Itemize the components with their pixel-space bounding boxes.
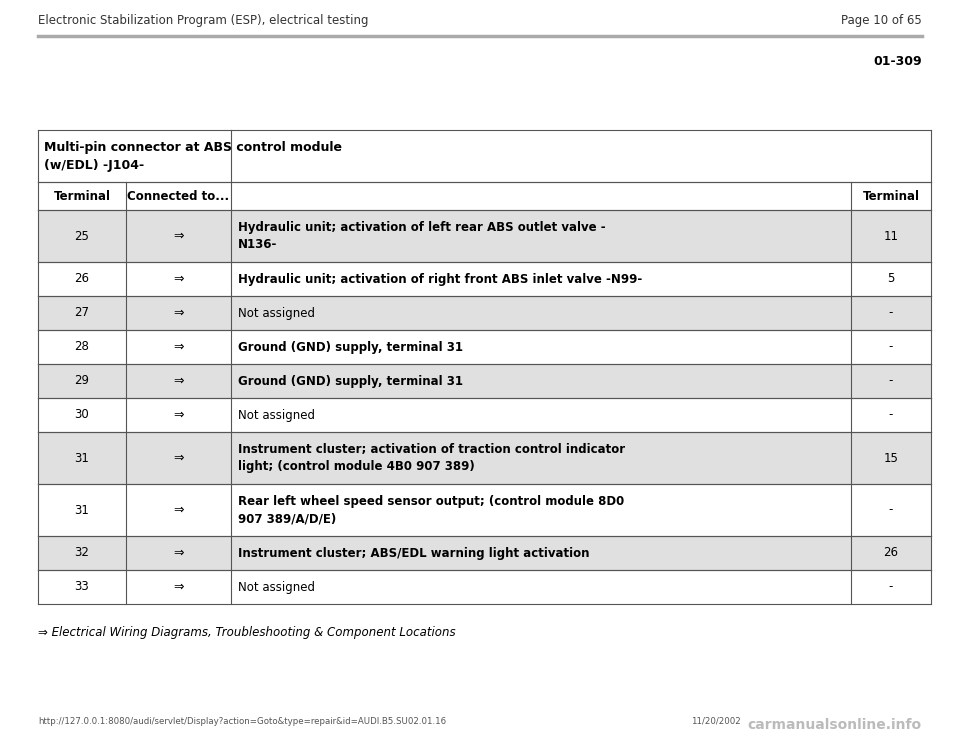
Bar (38, 398, 931, 432)
Text: Hydraulic unit; activation of right front ABS inlet valve -N99-: Hydraulic unit; activation of right fron… (238, 272, 642, 286)
Text: 27: 27 (75, 306, 89, 320)
Text: -: - (889, 341, 893, 353)
Text: 11/20/2002: 11/20/2002 (691, 717, 741, 726)
Text: ⇒ Electrical Wiring Diagrams, Troubleshooting & Component Locations: ⇒ Electrical Wiring Diagrams, Troublesho… (38, 626, 456, 639)
Text: 26: 26 (883, 547, 899, 559)
Bar (38, 330, 931, 364)
Text: Rear left wheel speed sensor output; (control module 8D0
907 389/A/D/E): Rear left wheel speed sensor output; (co… (238, 495, 624, 525)
Text: Page 10 of 65: Page 10 of 65 (841, 14, 922, 27)
Text: ⇒: ⇒ (173, 504, 183, 516)
Bar (38, 484, 931, 536)
Bar (38, 536, 931, 570)
Text: 31: 31 (75, 451, 89, 464)
Text: ⇒: ⇒ (173, 272, 183, 286)
Bar (38, 210, 931, 262)
Text: Hydraulic unit; activation of left rear ABS outlet valve -
N136-: Hydraulic unit; activation of left rear … (238, 221, 606, 251)
Bar (38, 432, 931, 484)
Text: Instrument cluster; activation of traction control indicator
light; (control mod: Instrument cluster; activation of tracti… (238, 443, 625, 473)
Text: Ground (GND) supply, terminal 31: Ground (GND) supply, terminal 31 (238, 341, 463, 353)
Text: 28: 28 (75, 341, 89, 353)
Text: -: - (889, 504, 893, 516)
Text: Terminal: Terminal (862, 189, 920, 203)
Text: ⇒: ⇒ (173, 375, 183, 387)
Text: 26: 26 (75, 272, 89, 286)
Text: ⇒: ⇒ (173, 306, 183, 320)
Text: Not assigned: Not assigned (238, 409, 315, 421)
Bar (38, 296, 931, 330)
Text: 32: 32 (75, 547, 89, 559)
Text: ⇒: ⇒ (173, 580, 183, 594)
Bar (38, 262, 931, 296)
Text: 5: 5 (887, 272, 895, 286)
Text: Ground (GND) supply, terminal 31: Ground (GND) supply, terminal 31 (238, 375, 463, 387)
Text: -: - (889, 306, 893, 320)
Text: http://127.0.0.1:8080/audi/servlet/Display?action=Goto&type=repair&id=AUDI.B5.SU: http://127.0.0.1:8080/audi/servlet/Displ… (38, 717, 446, 726)
Text: 01-309: 01-309 (874, 55, 922, 68)
Text: 25: 25 (75, 229, 89, 243)
Text: Not assigned: Not assigned (238, 306, 315, 320)
Text: carmanualsonline.info: carmanualsonline.info (748, 718, 922, 732)
Text: ⇒: ⇒ (173, 451, 183, 464)
Text: Connected to...: Connected to... (128, 189, 229, 203)
Text: -: - (889, 375, 893, 387)
Text: Not assigned: Not assigned (238, 580, 315, 594)
Text: 29: 29 (75, 375, 89, 387)
Text: 30: 30 (75, 409, 89, 421)
Text: Multi-pin connector at ABS control module
(w/EDL) -J104-: Multi-pin connector at ABS control modul… (44, 140, 342, 171)
Text: Electronic Stabilization Program (ESP), electrical testing: Electronic Stabilization Program (ESP), … (38, 14, 369, 27)
Text: ⇒: ⇒ (173, 547, 183, 559)
Text: 11: 11 (883, 229, 899, 243)
Bar (38, 570, 931, 604)
Bar (38, 364, 931, 398)
Text: ⇒: ⇒ (173, 229, 183, 243)
Text: 15: 15 (883, 451, 899, 464)
Text: -: - (889, 409, 893, 421)
Text: ⇒: ⇒ (173, 409, 183, 421)
Bar (38, 130, 931, 182)
Text: 33: 33 (75, 580, 89, 594)
Text: -: - (889, 580, 893, 594)
Text: ⇒: ⇒ (173, 341, 183, 353)
Text: 31: 31 (75, 504, 89, 516)
Bar (38, 182, 931, 210)
Text: Instrument cluster; ABS/EDL warning light activation: Instrument cluster; ABS/EDL warning ligh… (238, 547, 589, 559)
Text: Terminal: Terminal (54, 189, 110, 203)
